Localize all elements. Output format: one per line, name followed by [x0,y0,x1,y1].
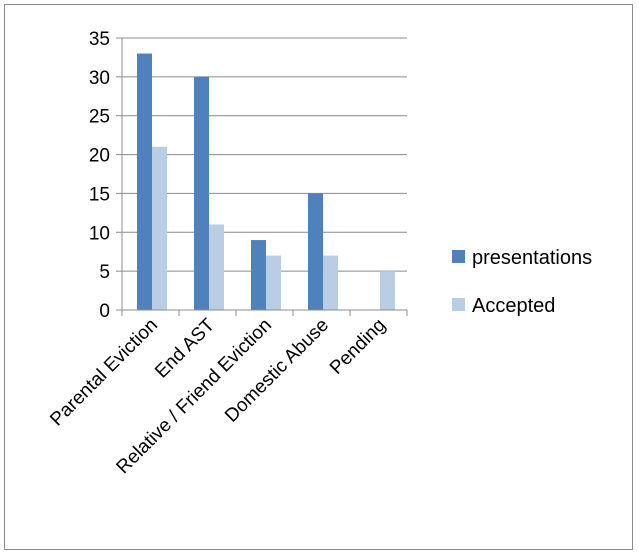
bar-accepted [380,271,395,310]
y-tick-label: 30 [89,68,110,89]
legend-label: Accepted [472,295,555,317]
legend: presentations Accepted [452,247,592,317]
legend-label: presentations [472,247,592,269]
y-tick-label: 5 [99,262,110,283]
y-axis-ticks: 0 5 10 15 20 25 30 35 [89,29,122,322]
bar-accepted [266,255,281,310]
category-label: Pending [326,315,390,379]
y-tick-label: 25 [89,107,110,128]
bar-presentations [308,193,323,310]
y-tick-label: 0 [99,301,110,322]
axes [121,38,408,316]
legend-swatch [452,298,465,311]
legend-swatch [452,250,465,263]
y-tick-label: 10 [89,223,110,244]
bar-accepted [152,146,167,310]
bar-presentations [251,240,266,310]
bar-accepted [323,255,338,310]
bar-presentations [194,76,209,310]
gridlines [122,37,407,272]
y-tick-label: 35 [89,29,110,50]
y-tick-label: 20 [89,146,110,167]
category-label: Domestic Abuse [221,315,333,427]
bar-accepted [209,224,224,310]
bars [137,53,395,311]
bar-presentations [137,53,152,311]
y-tick-label: 15 [89,184,110,205]
category-label: Parental Eviction [46,315,162,431]
